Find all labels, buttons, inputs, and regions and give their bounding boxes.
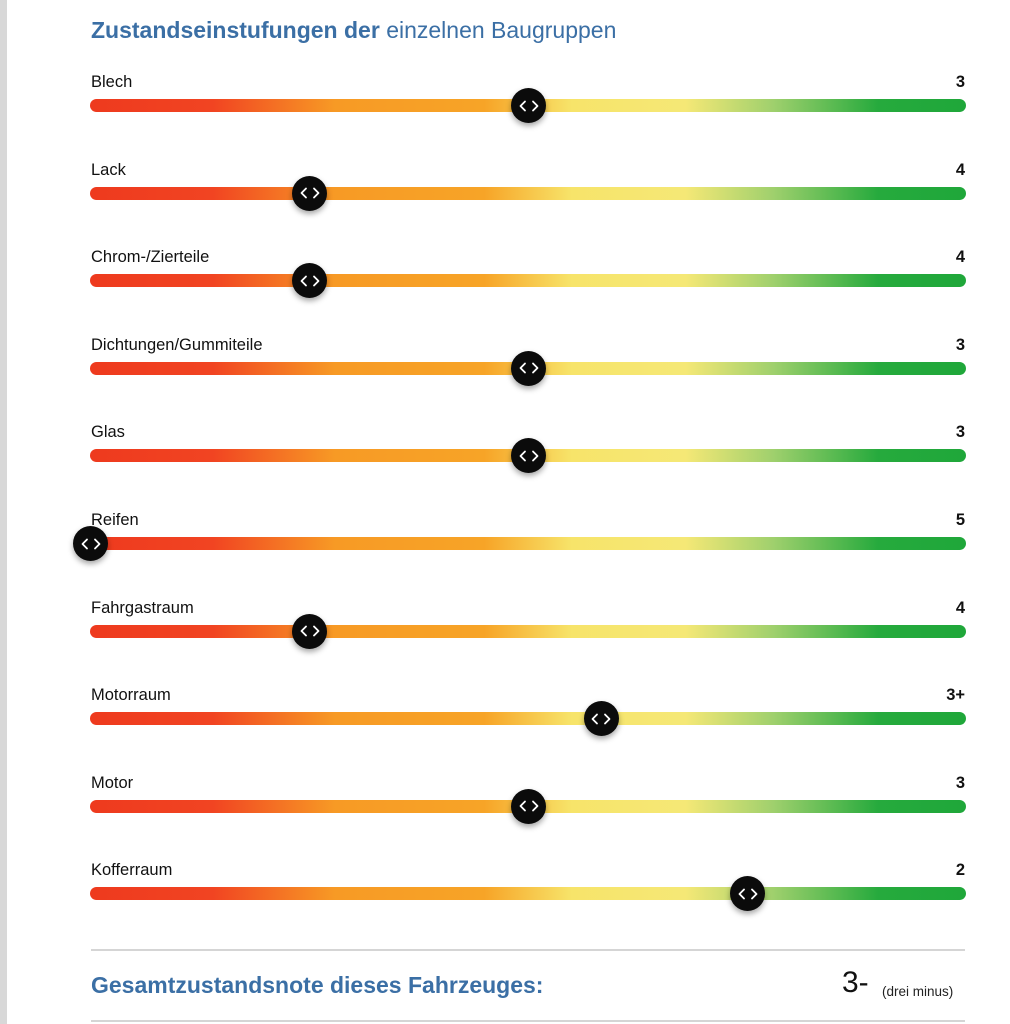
total-grade-value: 3- [842,966,869,999]
rating-row: Motorraum 3+ [0,686,1010,766]
rating-row: Motor 3 [0,774,1010,854]
rating-slider-handle[interactable] [511,788,546,824]
rating-value: 5 [955,511,965,529]
divider-top [91,949,965,951]
rating-row: Kofferraum 2 [0,861,1010,941]
chevron-left-right-icon [519,362,538,374]
rating-row: Glas 3 [0,423,1010,503]
rating-row: Chrom-/Zierteile 4 [0,248,1010,328]
rating-value: 4 [955,598,965,617]
rating-label: Fahrgastraum [91,598,194,617]
chevron-left-right-icon [519,450,538,462]
chevron-left-right-icon [300,275,319,287]
rating-slider-handle[interactable] [292,263,327,299]
rating-slider-track[interactable] [90,274,966,288]
chevron-left-right-icon [300,625,319,637]
rating-slider-handle[interactable] [292,175,327,211]
rating-label: Dichtungen/Gummiteile [91,335,263,354]
rating-slider-handle[interactable] [511,350,546,386]
total-grade-note: (drei minus) [882,984,954,999]
rating-slider-track[interactable] [90,537,966,550]
chevron-left-right-icon [81,538,100,549]
chevron-left-right-icon [300,187,319,199]
rating-value: 3 [955,423,965,442]
rating-value: 4 [955,160,965,179]
rating-row: Blech 3 [0,73,1010,153]
rating-value: 3+ [946,686,965,705]
rating-value: 3 [955,73,965,91]
rating-label: Chrom-/Zierteile [91,248,210,267]
rating-slider-track[interactable] [90,624,966,638]
rating-value: 3 [955,773,965,792]
rating-label: Blech [91,73,133,91]
rating-label: Reifen [91,511,139,529]
rating-slider-track[interactable] [90,887,966,901]
rating-row: Fahrgastraum 4 [0,599,1010,679]
rating-slider-handle[interactable] [511,438,546,474]
rating-value: 2 [955,861,965,880]
rating-value: 3 [955,335,965,354]
section-title: Zustandseinstufungen der einzelnen Baugr… [91,17,616,44]
rating-slider-track[interactable] [90,712,966,726]
left-border [0,0,7,1024]
chevron-left-right-icon [738,888,757,900]
rating-value: 4 [955,248,965,267]
rating-label: Lack [91,160,126,179]
rating-slider-handle[interactable] [511,88,546,123]
total-grade-label: Gesamtzustandsnote dieses Fahrzeuges: [91,972,544,998]
rating-row: Lack 4 [0,161,1010,241]
rating-slider-handle[interactable] [73,526,108,561]
chevron-left-right-icon [591,713,611,725]
rating-label: Glas [91,423,125,442]
rating-slider-handle[interactable] [730,876,765,912]
rating-label: Motor [91,773,134,792]
rating-row: Reifen 5 [0,511,1010,591]
rating-slider-handle[interactable] [292,613,327,649]
rating-label: Motorraum [91,686,171,705]
section-title-bold: Zustandseinstufungen der [91,17,380,43]
rating-row: Dichtungen/Gummiteile 3 [0,336,1010,416]
chevron-left-right-icon [519,800,538,812]
rating-label: Kofferraum [91,861,173,880]
rating-slider-handle[interactable] [583,701,619,737]
rating-slider-track[interactable] [90,186,966,200]
section-title-light: einzelnen Baugruppen [386,17,617,43]
divider-bottom [91,1020,965,1022]
chevron-left-right-icon [519,100,538,111]
